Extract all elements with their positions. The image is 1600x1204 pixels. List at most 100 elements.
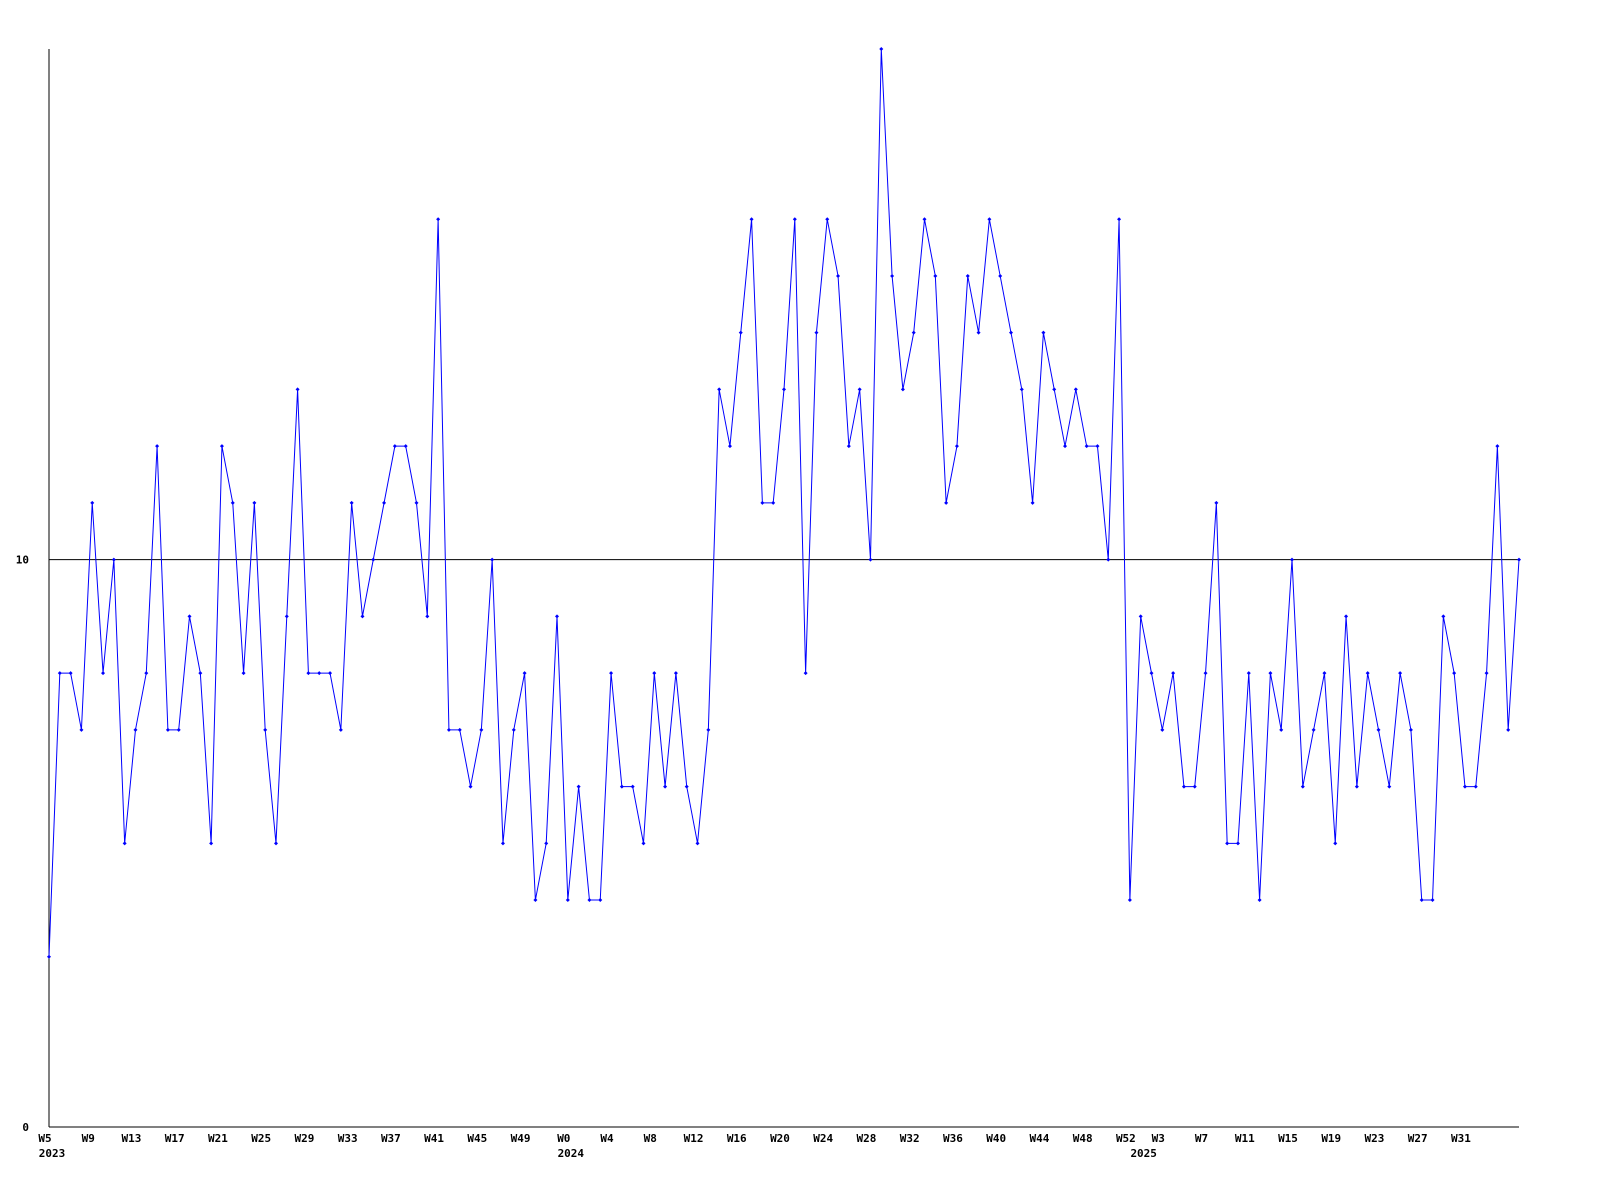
data-point <box>922 217 927 222</box>
data-point <box>998 273 1003 278</box>
data-point <box>295 387 300 392</box>
data-point <box>1214 500 1219 505</box>
data-point <box>846 444 851 449</box>
data-point <box>1430 898 1435 903</box>
data-point <box>727 444 732 449</box>
x-tick-label: W33 <box>338 1132 358 1145</box>
data-point <box>544 841 549 846</box>
data-point <box>392 444 397 449</box>
data-point <box>987 217 992 222</box>
data-point <box>338 727 343 732</box>
data-point <box>328 671 333 676</box>
data-point <box>446 727 451 732</box>
data-point <box>176 727 181 732</box>
data-point <box>587 898 592 903</box>
data-point <box>1354 784 1359 789</box>
data-point <box>1257 898 1262 903</box>
data-point <box>673 671 678 676</box>
data-point <box>803 671 808 676</box>
data-point <box>1203 671 1208 676</box>
data-point <box>403 444 408 449</box>
data-point <box>1008 330 1013 335</box>
data-point <box>252 500 257 505</box>
data-point <box>760 500 765 505</box>
data-point <box>1300 784 1305 789</box>
data-point <box>706 727 711 732</box>
data-point <box>1365 671 1370 676</box>
x-tick-label: W36 <box>943 1132 963 1145</box>
data-point <box>198 671 203 676</box>
x-tick-label: W52 <box>1116 1132 1136 1145</box>
data-point <box>1225 841 1230 846</box>
data-point <box>1311 727 1316 732</box>
data-point <box>1506 727 1511 732</box>
data-point <box>749 217 754 222</box>
data-point <box>1333 841 1338 846</box>
data-point <box>1052 387 1057 392</box>
data-point <box>1192 784 1197 789</box>
data-point <box>284 614 289 619</box>
data-point <box>349 500 354 505</box>
data-point <box>468 784 473 789</box>
data-point <box>1376 727 1381 732</box>
x-tick-label: W17 <box>165 1132 185 1145</box>
x-tick-label: W4 <box>600 1132 614 1145</box>
data-point <box>1171 671 1176 676</box>
x-tick-label: W32 <box>900 1132 920 1145</box>
data-point <box>598 898 603 903</box>
data-point <box>317 671 322 676</box>
data-point <box>976 330 981 335</box>
data-point <box>273 841 278 846</box>
data-point <box>1441 614 1446 619</box>
data-point <box>1041 330 1046 335</box>
x-tick-label: W11 <box>1235 1132 1255 1145</box>
data-point <box>879 47 884 51</box>
data-point <box>425 614 430 619</box>
data-point <box>641 841 646 846</box>
data-point <box>479 727 484 732</box>
data-point <box>457 727 462 732</box>
data-point <box>619 784 624 789</box>
data-point <box>1517 557 1521 562</box>
data-point <box>1149 671 1154 676</box>
data-line <box>48 48 1520 957</box>
data-point <box>684 784 689 789</box>
x-tick-label: W24 <box>813 1132 833 1145</box>
data-point <box>1160 727 1165 732</box>
data-point <box>1408 727 1413 732</box>
data-point <box>219 444 224 449</box>
data-point <box>165 727 170 732</box>
data-point <box>1095 444 1100 449</box>
data-point <box>825 217 830 222</box>
data-point <box>1344 614 1349 619</box>
data-point <box>1484 671 1489 676</box>
x-tick-label: W20 <box>770 1132 790 1145</box>
data-point <box>500 841 505 846</box>
y-tick-label: 0 <box>22 1121 29 1134</box>
data-point <box>911 330 916 335</box>
data-point <box>1419 898 1424 903</box>
data-point <box>1138 614 1143 619</box>
x-tick-label: W48 <box>1073 1132 1093 1145</box>
data-point <box>230 500 235 505</box>
data-point <box>1127 898 1132 903</box>
x-tick-label: W49 <box>511 1132 531 1145</box>
data-point <box>717 387 722 392</box>
data-point <box>68 671 73 676</box>
data-point <box>306 671 311 676</box>
x-group-label: 2023 <box>39 1147 66 1160</box>
x-tick-label: W41 <box>424 1132 444 1145</box>
x-tick-label: W29 <box>294 1132 314 1145</box>
data-point <box>1387 784 1392 789</box>
data-point <box>663 784 668 789</box>
data-point <box>209 841 214 846</box>
x-group-label: 2024 <box>558 1147 585 1160</box>
data-point <box>47 954 51 959</box>
x-tick-label: W12 <box>684 1132 704 1145</box>
data-point <box>1322 671 1327 676</box>
data-point <box>1279 727 1284 732</box>
data-point <box>436 217 441 222</box>
data-point <box>1019 387 1024 392</box>
data-point <box>1452 671 1457 676</box>
data-point <box>263 727 268 732</box>
